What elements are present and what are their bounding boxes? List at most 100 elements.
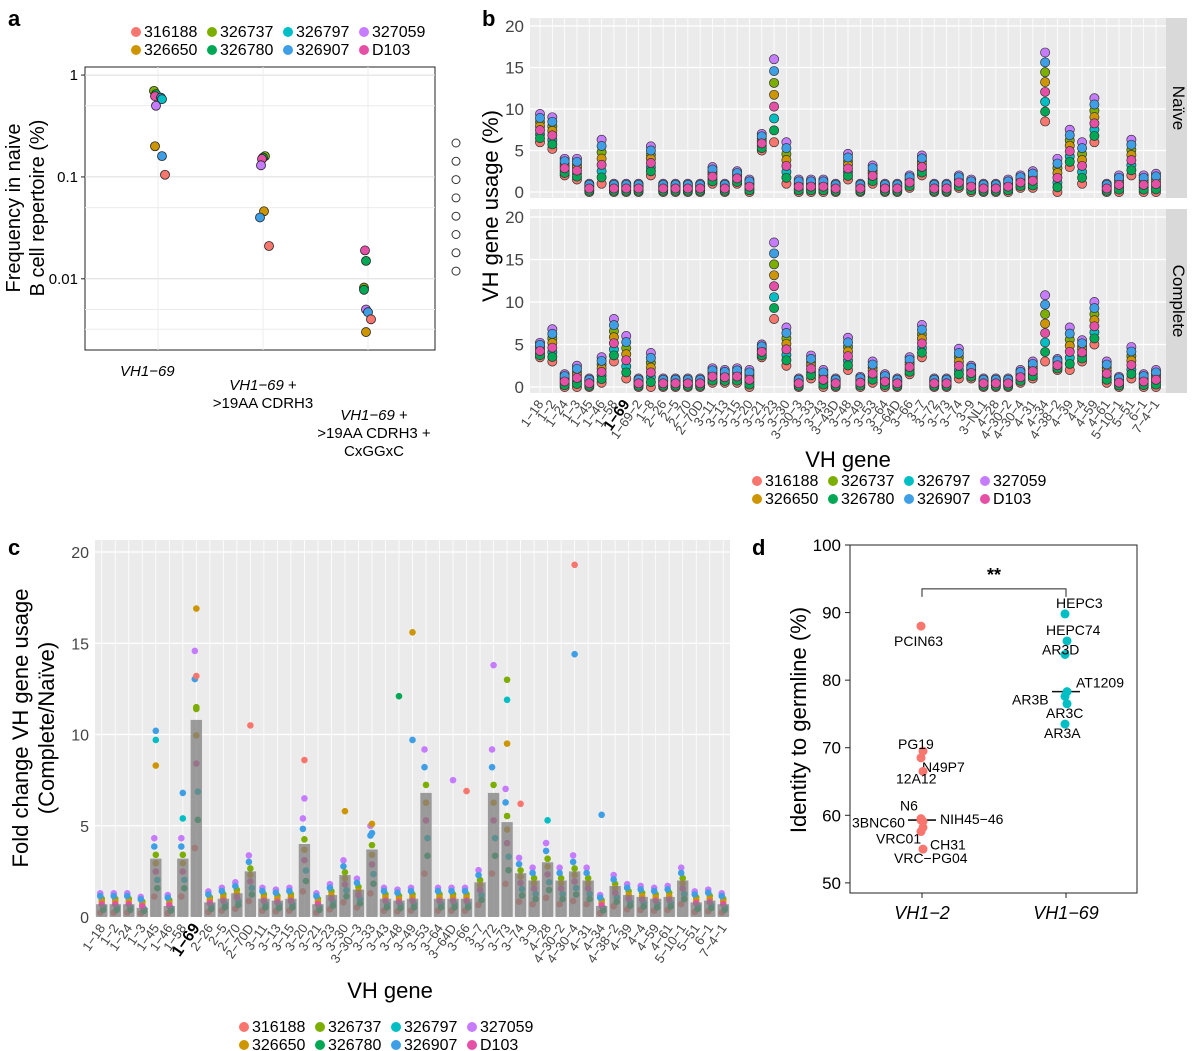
panel-c-point	[637, 886, 644, 893]
panel-c-point	[569, 852, 577, 859]
panel-b-point	[1040, 328, 1051, 339]
panel-d-ytick-label: 50	[822, 874, 841, 893]
panel-b-point	[941, 378, 952, 389]
panel-c-bar	[366, 849, 378, 917]
legend-swatch-326737	[828, 476, 838, 486]
panel-b-point	[916, 347, 927, 358]
legend-swatch-D103	[467, 1040, 477, 1050]
panel-c-ylabel-line2: (Complete/Naïve)	[34, 642, 59, 814]
panel-b-point	[658, 183, 669, 194]
panel-c-point	[299, 815, 307, 822]
panel-b-point	[608, 183, 619, 194]
legend-label-326650: 326650	[252, 1037, 305, 1051]
panel-b-point	[769, 248, 780, 259]
panel-c-bar	[379, 898, 392, 917]
panel-b-ytick-label: 5	[515, 142, 524, 161]
legend-swatch-327059	[359, 27, 369, 37]
panel-b-point	[596, 159, 607, 170]
panel-c-outlier-point	[179, 815, 187, 822]
panel-b-point	[1151, 179, 1161, 190]
panel-a-marker-glyph	[451, 266, 461, 276]
panel-b-point	[1052, 158, 1063, 169]
panel-b-point	[535, 113, 545, 123]
panel-b-point	[769, 125, 780, 136]
panel-b-point	[670, 378, 681, 389]
panel-b-point	[596, 355, 607, 366]
panel-b-point	[916, 161, 927, 172]
panel-c-point	[110, 892, 118, 900]
panel-c-outlier-point	[341, 807, 349, 815]
panel-c-outlier-point	[463, 787, 470, 795]
panel-a-xcat-label: VH1−69	[120, 363, 175, 380]
panel-c-point	[286, 887, 293, 895]
panel-a-point	[151, 100, 161, 111]
legend-label-326737: 326737	[328, 1019, 381, 1036]
panel-d-point	[1062, 636, 1072, 646]
panel-b-point	[572, 363, 582, 374]
panel-c-point	[650, 887, 658, 895]
panel-b-point	[892, 378, 903, 389]
panel-c-point	[529, 864, 536, 872]
panel-b-point	[818, 181, 829, 192]
legend-swatch-326650	[131, 45, 141, 55]
panel-b-point	[781, 328, 792, 338]
panel-c-outlier-point	[247, 722, 254, 729]
panel-b-ylabel: VH gene usage (%)	[478, 110, 503, 302]
panel-d-point	[918, 746, 928, 756]
panel-b-point	[1027, 175, 1038, 186]
panel-b-ytick-label: 5	[515, 336, 524, 355]
legend-swatch-326737	[207, 27, 217, 37]
panel-b-point	[707, 371, 718, 382]
panel-label-a: a	[8, 6, 21, 31]
panel-a-point	[366, 314, 376, 325]
panel-c-point	[691, 891, 699, 898]
panel-label-d: d	[752, 535, 765, 560]
legend-swatch-326780	[828, 494, 838, 504]
panel-c-point	[488, 763, 496, 771]
panel-c-point	[529, 869, 536, 877]
legend-label-326907: 326907	[917, 491, 970, 508]
panel-c-point	[407, 887, 415, 895]
panel-b-point	[1040, 106, 1051, 117]
panel-c-bar	[96, 904, 108, 917]
panel-c-point	[152, 851, 160, 859]
panel-c-point	[664, 886, 672, 893]
panel-b-point	[769, 281, 780, 292]
panel-c-point	[718, 892, 726, 900]
panel-a-marker-glyph	[451, 230, 461, 239]
legend-label-327059: 327059	[480, 1019, 533, 1036]
panel-b-point	[1077, 143, 1088, 154]
panel-b-point	[1101, 183, 1112, 194]
panel-c-outlier-point	[598, 811, 605, 819]
legend-swatch-327059	[980, 476, 990, 486]
panel-c-bar	[352, 889, 365, 917]
panel-b-point	[1151, 374, 1161, 385]
panel-c-outlier-point	[368, 829, 376, 837]
panel-a-point	[256, 160, 266, 171]
panel-b-point	[1040, 290, 1051, 301]
panel-b-point	[953, 177, 964, 188]
panel-c-outlier-point	[544, 816, 551, 824]
panel-a-point	[157, 94, 167, 105]
panel-c-bar	[406, 898, 419, 917]
panel-b-point	[645, 352, 656, 363]
panel-b-point	[621, 355, 632, 366]
panel-b-point	[695, 378, 706, 389]
legend-label-316188: 316188	[144, 24, 197, 41]
panel-b-point	[756, 346, 767, 357]
panel-c-outlier-point	[409, 736, 416, 744]
panel-b-point	[645, 166, 656, 177]
panel-c-outlier-point	[301, 795, 308, 802]
panel-d-ylabel: Identity to germline (%)	[786, 607, 811, 833]
panel-b-point	[633, 378, 644, 389]
panel-b-point	[1040, 96, 1051, 107]
panel-b-point	[1126, 139, 1137, 150]
panel-c-point	[584, 874, 592, 882]
panel-c-point	[340, 857, 347, 864]
panel-b-point	[732, 371, 743, 382]
panel-b-point	[929, 378, 940, 389]
panel-c-point	[259, 887, 266, 895]
panel-b-point	[547, 328, 558, 339]
panel-b-ytick-label: 15	[505, 251, 524, 270]
panel-c-point	[503, 812, 511, 820]
